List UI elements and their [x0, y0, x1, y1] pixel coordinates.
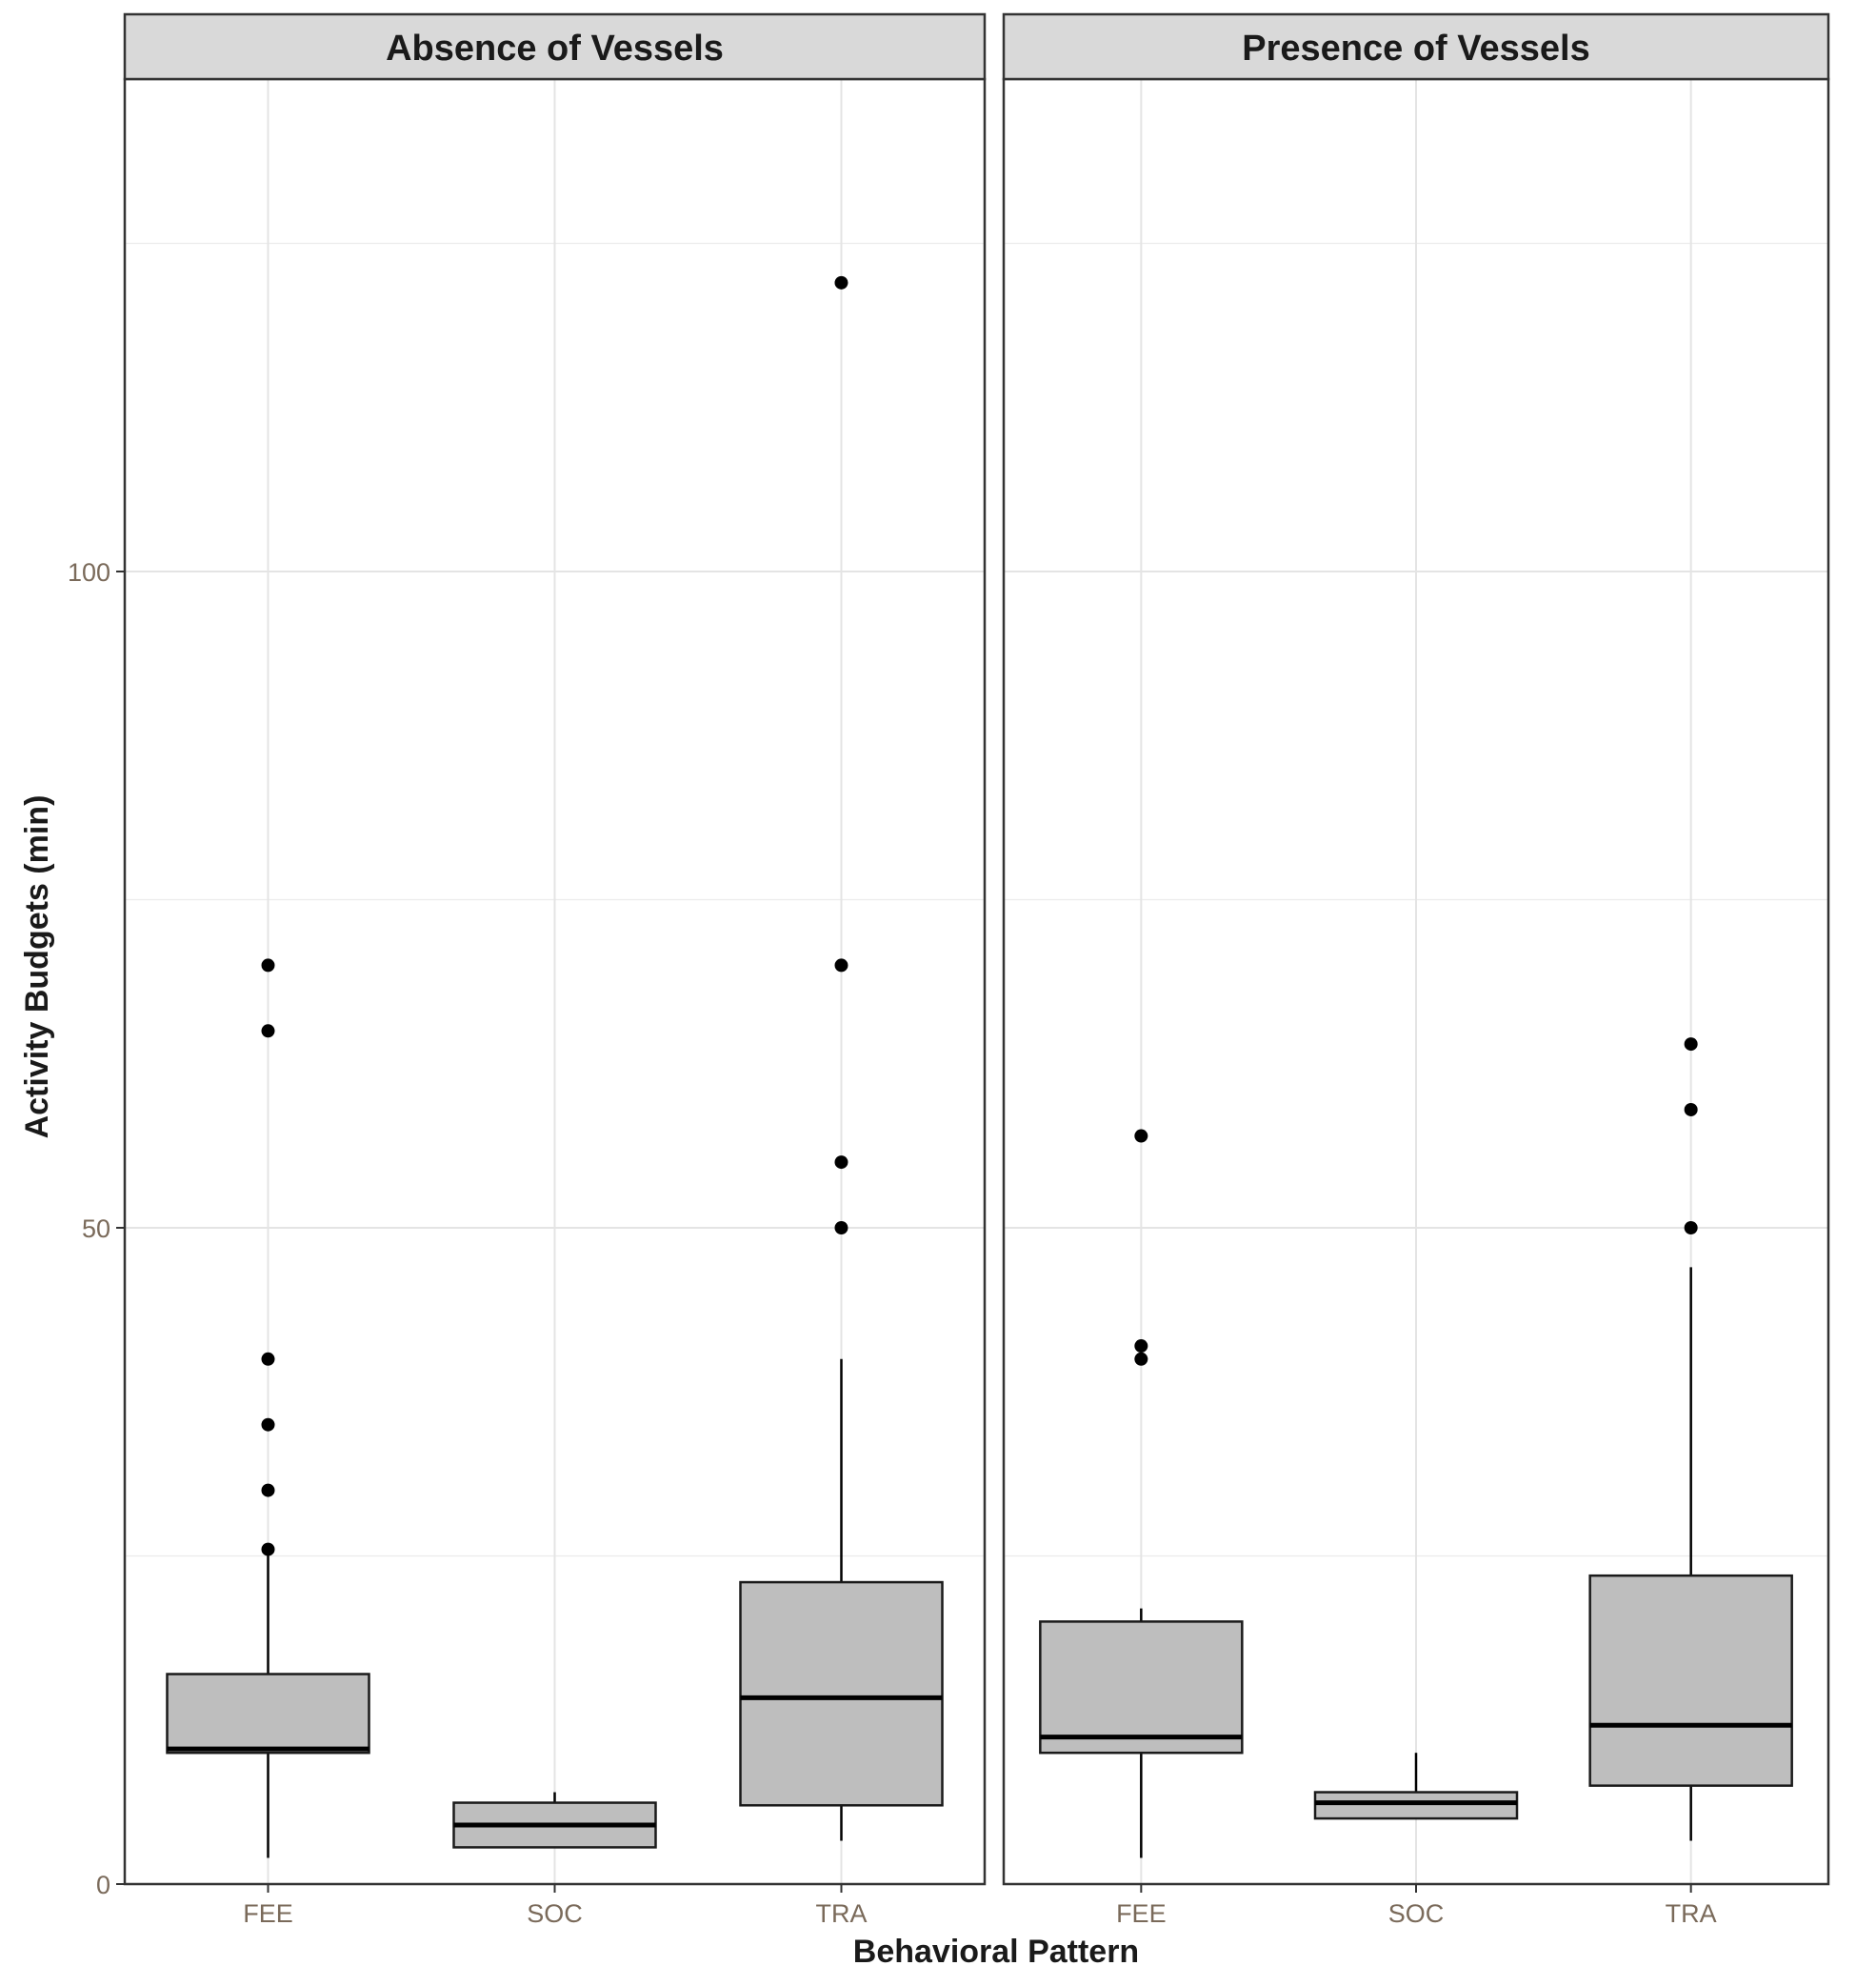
axis-layer: 0 50 100: [68, 558, 125, 1899]
x-tick-label: SOC: [1388, 1899, 1445, 1928]
box-iqr: [1588, 1574, 1793, 1787]
outlier-point: [834, 275, 848, 290]
strip-background: [123, 12, 987, 81]
box-iqr: [166, 1673, 370, 1755]
panel-1: Absence of Vessels FEE SOC TRA: [123, 12, 987, 1928]
box-iqr: [1313, 1791, 1519, 1820]
outlier-point: [1684, 1037, 1698, 1052]
outlier-point: [261, 958, 275, 973]
x-axis-title: Behavioral Pattern: [853, 1934, 1139, 1970]
outlier-point: [1134, 1129, 1148, 1143]
strip-background: [1002, 12, 1830, 81]
outlier-point: [1684, 1102, 1698, 1116]
outlier-point: [261, 1483, 275, 1497]
x-tick-label: FEE: [1116, 1899, 1167, 1928]
panel-2: Presence of Vessels FEE SOC TRA: [1002, 12, 1830, 1928]
strip-title: Absence of Vessels: [386, 29, 724, 69]
y-axis-title: Activity Budgets (min): [19, 795, 55, 1139]
x-tick-label: SOC: [527, 1899, 583, 1928]
x-tick-label: TRA: [816, 1899, 868, 1928]
box-iqr: [1039, 1620, 1244, 1755]
box-fee: [1039, 1129, 1244, 1858]
box-iqr: [739, 1580, 944, 1807]
outlier-point: [1684, 1221, 1698, 1234]
x-tick-label: FEE: [243, 1899, 293, 1928]
outlier-point: [1134, 1352, 1148, 1366]
outlier-point: [1134, 1339, 1148, 1354]
box-fee: [166, 958, 370, 1858]
box-soc: [452, 1792, 657, 1849]
outlier-point: [834, 1221, 848, 1234]
x-tick-label: TRA: [1666, 1899, 1717, 1928]
outlier-point: [261, 1024, 275, 1038]
box-tra: [1588, 1037, 1793, 1841]
outlier-point: [261, 1417, 275, 1432]
y-tick-label: 50: [82, 1214, 110, 1243]
strip-title: Presence of Vessels: [1242, 29, 1589, 69]
outlier-point: [834, 958, 848, 973]
box-soc: [1313, 1753, 1519, 1820]
outlier-point: [261, 1542, 275, 1556]
outlier-point: [261, 1352, 275, 1366]
box-tra: [739, 275, 944, 1841]
y-tick-label: 100: [68, 558, 110, 587]
y-tick-label: 0: [96, 1871, 110, 1899]
outlier-point: [834, 1155, 848, 1170]
